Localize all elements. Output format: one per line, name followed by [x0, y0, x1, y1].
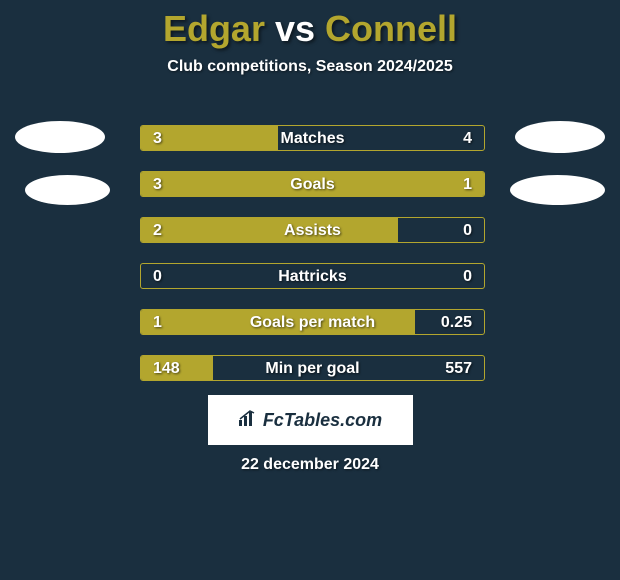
- stat-value-right: 4: [463, 126, 472, 151]
- stat-bar: 1Goals per match0.25: [140, 309, 485, 335]
- stat-row: 3Matches4: [140, 125, 485, 151]
- stat-row: 2Assists0: [140, 217, 485, 243]
- stat-value-right: 557: [445, 356, 472, 381]
- logo-box: FcTables.com: [208, 395, 413, 445]
- stat-label: Matches: [141, 126, 484, 151]
- stat-value-right: 0: [463, 218, 472, 243]
- avatar-left-2: [25, 175, 110, 205]
- avatar-right-2: [510, 175, 605, 205]
- stat-row: 148Min per goal557: [140, 355, 485, 381]
- player-left-name: Edgar: [163, 8, 265, 49]
- stat-label: Goals per match: [141, 310, 484, 335]
- chart-icon: [239, 410, 259, 431]
- stat-label: Min per goal: [141, 356, 484, 381]
- stat-bar: 148Min per goal557: [140, 355, 485, 381]
- stat-label: Goals: [141, 172, 484, 197]
- avatar-right-1: [515, 121, 605, 153]
- stat-bar: 0Hattricks0: [140, 263, 485, 289]
- player-right-name: Connell: [325, 8, 457, 49]
- stat-row: 3Goals1: [140, 171, 485, 197]
- stat-row: 0Hattricks0: [140, 263, 485, 289]
- stat-value-right: 1: [463, 172, 472, 197]
- comparison-title: Edgar vs Connell: [0, 0, 620, 50]
- stat-bar: 2Assists0: [140, 217, 485, 243]
- subtitle: Club competitions, Season 2024/2025: [0, 58, 620, 76]
- stat-bar: 3Goals1: [140, 171, 485, 197]
- vs-text: vs: [275, 8, 315, 49]
- stat-row: 1Goals per match0.25: [140, 309, 485, 335]
- stat-bar: 3Matches4: [140, 125, 485, 151]
- avatar-left-1: [15, 121, 105, 153]
- stat-value-right: 0.25: [441, 310, 472, 335]
- logo-text: FcTables.com: [263, 410, 382, 431]
- stat-label: Hattricks: [141, 264, 484, 289]
- date-text: 22 december 2024: [0, 456, 620, 474]
- stat-label: Assists: [141, 218, 484, 243]
- stat-value-right: 0: [463, 264, 472, 289]
